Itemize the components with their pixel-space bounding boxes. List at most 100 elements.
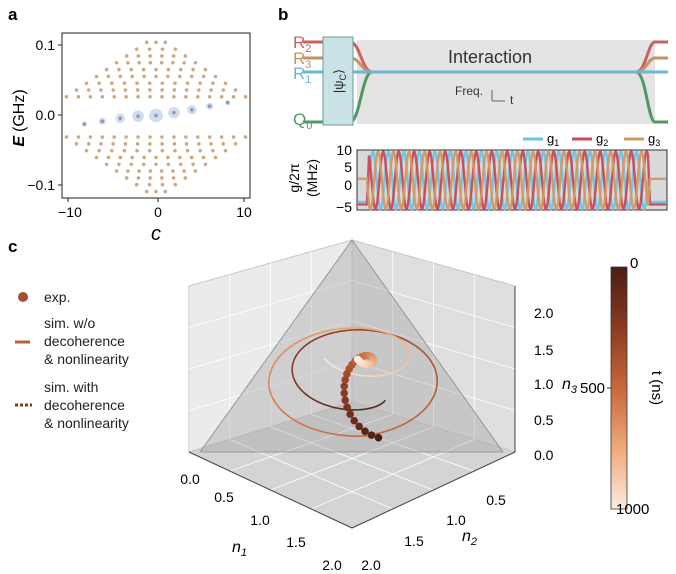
a-band-point xyxy=(76,95,81,99)
sim-trajectory-segment xyxy=(373,406,376,409)
sim-trajectory-segment xyxy=(271,396,275,401)
a-band-point xyxy=(231,135,236,139)
sim-trajectory-segment xyxy=(390,426,397,431)
sim-trajectory-segment xyxy=(423,351,427,356)
sim-trajectory-segment xyxy=(280,351,285,355)
sim-trajectory-segment xyxy=(338,368,341,371)
sim-trajectory-segment xyxy=(395,336,399,340)
a-band-point xyxy=(203,67,208,72)
a-band-point xyxy=(173,81,177,86)
a-band-point xyxy=(94,155,99,160)
sim-trajectory-segment xyxy=(407,340,412,344)
a-band-point xyxy=(221,88,226,92)
a-band-point xyxy=(173,47,178,51)
a-band-point xyxy=(123,142,128,146)
label-R1-main: R xyxy=(293,64,305,83)
sim-trajectory-segment xyxy=(293,341,298,346)
a-band-point xyxy=(126,60,130,65)
n2-axis-line xyxy=(351,451,516,529)
a-band-point xyxy=(221,142,226,146)
sim-trajectory-segment xyxy=(433,366,436,370)
panel-a-label: a xyxy=(8,5,18,24)
a-band-point xyxy=(134,47,139,51)
sim-trajectory-segment xyxy=(393,370,397,374)
a-band-point xyxy=(147,148,152,153)
a-band-point xyxy=(148,54,152,58)
sim-trajectory-segment xyxy=(435,372,438,377)
a-band-point xyxy=(148,176,152,180)
sim-trajectory-segment xyxy=(387,332,392,336)
a-band-point xyxy=(86,88,91,92)
cbar-tick-2: 1000 xyxy=(616,501,649,518)
a-ytick-0: 0.1 xyxy=(36,37,56,53)
sim-trajectory-segment xyxy=(369,329,375,332)
sim-trajectory-segment xyxy=(292,418,298,423)
a-band-point xyxy=(118,155,123,160)
a-edge-point xyxy=(100,119,105,124)
a-band-point xyxy=(118,74,123,79)
a-band-point xyxy=(148,169,153,173)
a-band-point xyxy=(134,182,139,187)
colorbar xyxy=(610,266,628,510)
a-edge-point xyxy=(154,113,158,118)
a-band-point xyxy=(209,142,213,146)
legend-sim1-l3: & nonlinearity xyxy=(44,351,129,367)
a-band-point xyxy=(201,155,206,160)
sim-trajectory-segment xyxy=(296,421,302,425)
a-band-point xyxy=(160,54,164,58)
exp-point xyxy=(341,376,349,384)
sim-trajectory-segment xyxy=(278,353,283,358)
sim-trajectory-segment xyxy=(270,393,273,398)
n3-tick-1: 1.5 xyxy=(534,342,554,358)
a-band-point xyxy=(193,169,198,173)
sim-trajectory-segment xyxy=(310,339,315,343)
state-ket-close: ⟩ xyxy=(331,69,346,74)
a-band-point xyxy=(185,148,190,153)
a-band-point xyxy=(84,81,89,86)
a-band-point xyxy=(111,142,115,146)
sim-trajectory-segment xyxy=(416,412,421,417)
sim-trajectory-segment xyxy=(302,344,307,348)
sim-trajectory-segment xyxy=(274,359,278,364)
a-band-point xyxy=(160,88,164,92)
sim-trajectory-segment xyxy=(385,428,392,433)
waveform-g1 xyxy=(358,149,666,211)
a-band-point xyxy=(184,135,188,139)
a-band-point xyxy=(171,60,175,65)
sim-trajectory-segment xyxy=(268,374,271,379)
a-xtick-0: −10 xyxy=(58,204,82,220)
sim-trajectory-segment xyxy=(350,372,354,375)
a-band-point xyxy=(195,135,200,139)
exp-point xyxy=(346,410,354,419)
a-band-point xyxy=(76,135,81,139)
legend-sim1-l2: decoherence xyxy=(44,333,125,349)
a-band-point xyxy=(191,162,195,167)
sim-trajectory-segment xyxy=(296,339,302,344)
sim-trajectory-segment xyxy=(325,359,328,362)
n1-label-sub: 1 xyxy=(241,547,247,559)
sim-trajectory-segment xyxy=(374,330,379,333)
a-band-point xyxy=(154,74,158,79)
a-band-point xyxy=(184,142,189,146)
sim-trajectory-segment xyxy=(339,330,344,333)
a-band-point xyxy=(136,135,140,139)
panel-a-points xyxy=(64,40,248,194)
sim-trajectory-segment xyxy=(399,336,405,340)
sim-trajectory-segment xyxy=(395,424,402,429)
a-edge-point xyxy=(172,110,176,115)
a-band-point xyxy=(84,148,89,153)
sim-trajectory-segment xyxy=(401,366,404,369)
sim-trajectory-segment xyxy=(327,405,332,408)
a-band-point xyxy=(177,155,182,160)
a-band-point xyxy=(166,74,170,79)
a-band-point xyxy=(137,60,141,65)
n1-tick-3: 1.5 xyxy=(286,534,306,550)
sim-trajectory-segment xyxy=(395,335,401,339)
sim-trajectory-segment xyxy=(330,405,335,409)
b-ytick-0: 10 xyxy=(336,142,352,158)
a-band-point xyxy=(154,155,158,160)
a-band-point xyxy=(106,155,111,160)
a-band-point xyxy=(163,40,168,45)
sim-trajectory-segment xyxy=(308,334,313,338)
sim-trajectory-segment xyxy=(333,328,338,331)
